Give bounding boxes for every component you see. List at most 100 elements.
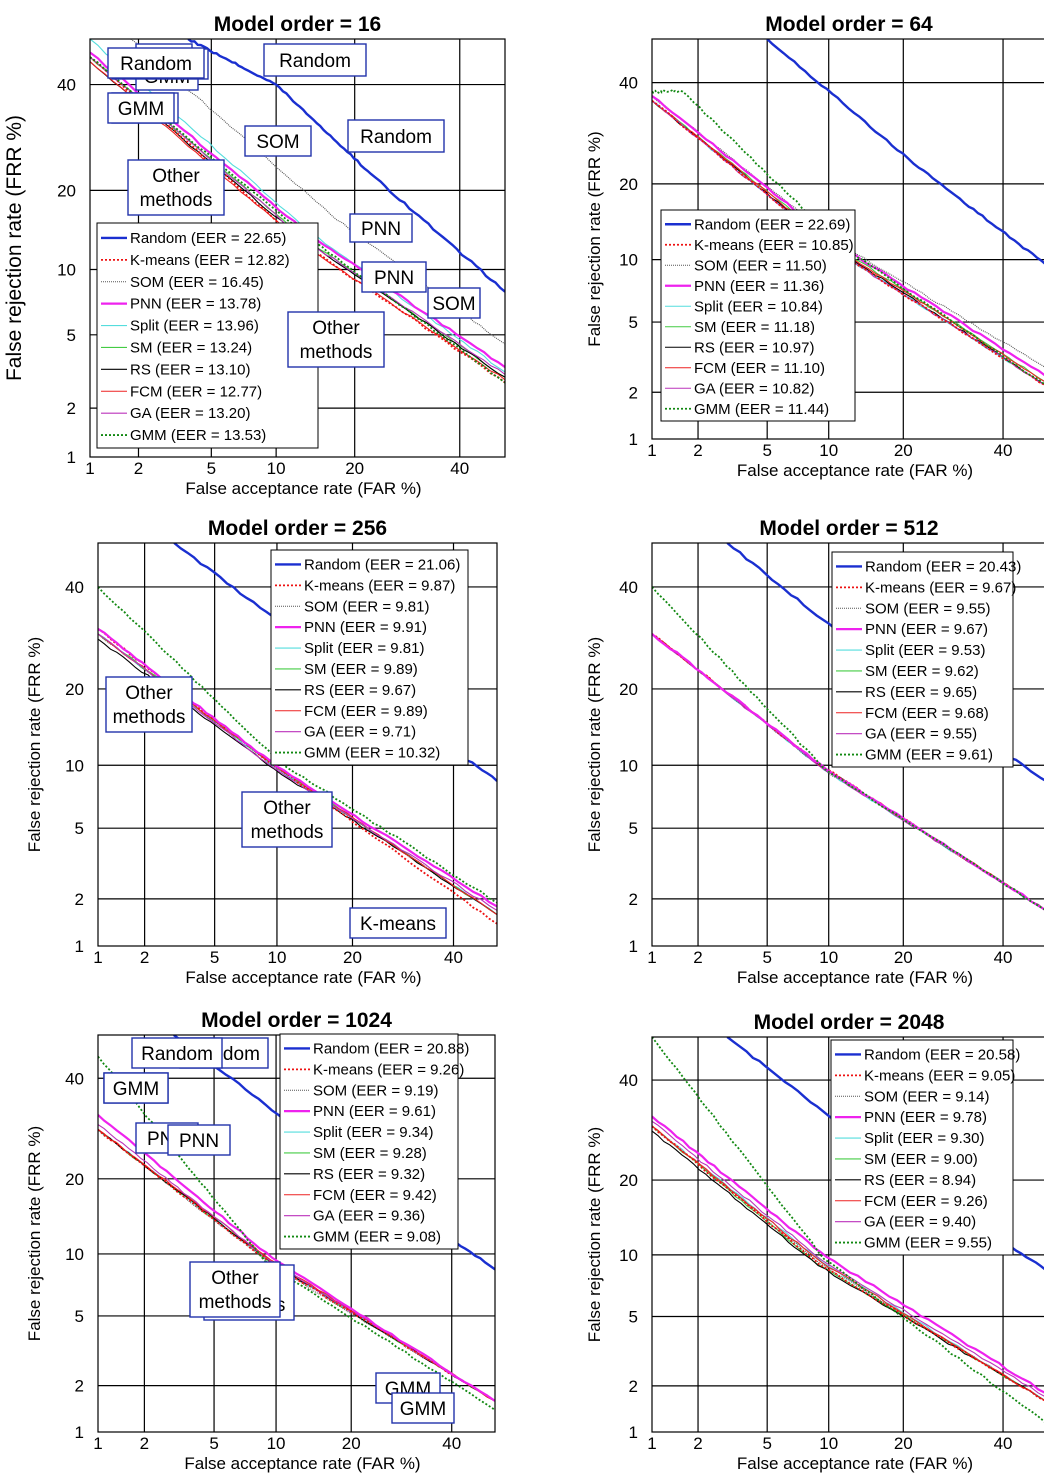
x-tick-label: 40 (442, 1434, 461, 1453)
x-tick-label: 40 (444, 948, 463, 967)
series-group (98, 1035, 495, 1411)
legend-label: Random (EER = 20.43) (865, 558, 1021, 575)
y-tick-label: 10 (619, 1246, 638, 1265)
legend-label: RS (EER = 13.10) (130, 361, 250, 378)
annotation-callout: Other methods (189, 1261, 281, 1318)
annotation-label: PNN (374, 268, 414, 289)
chart-panel: Model order = 64 1 2 5 10 20 40 1 2 5 10 20 40 False … (135, 0, 1044, 505)
annotation-label: methods (199, 1292, 272, 1313)
y-tick-label: 5 (67, 326, 76, 345)
y-tick-label: 10 (65, 1245, 84, 1264)
x-tick-label: 1 (85, 459, 94, 478)
y-tick-label: 2 (67, 399, 76, 418)
annotation-label: Random (279, 51, 351, 72)
annotation-callout: K-means (349, 907, 447, 939)
chart-title: Model order = 2048 (754, 1011, 945, 1034)
det-chart: Model order = 2048 1 2 5 10 20 40 1 2 5 10 20 40 Fals… (103, 1011, 1044, 1473)
legend-label: K-means (EER = 10.85) (694, 237, 854, 254)
x-axis-label: False acceptance rate (FAR %) (185, 479, 421, 498)
series-line-pnn (98, 1114, 495, 1402)
chart-panel: Model order = 2048 1 2 5 10 20 40 1 2 5 10 20 40 Fals… (103, 990, 1044, 1473)
x-tick-label: 2 (693, 1434, 702, 1453)
legend: Random (EER = 20.88) K-means (EER = 9.26)… (279, 1033, 469, 1250)
chart-title: Model order = 16 (214, 13, 381, 36)
y-tick-label: 20 (619, 680, 638, 699)
y-tick-label: 2 (75, 890, 84, 909)
series-line-gmm (652, 89, 1044, 386)
legend-label: FCM (EER = 9.89) (304, 703, 428, 720)
annotation-label: GMM (118, 99, 164, 120)
det-chart: Model order = 256 1 2 5 10 20 40 1 2 5 10 20 40 False… (25, 48, 498, 987)
x-tick-label: 10 (819, 1434, 838, 1453)
annotation-box (361, 261, 427, 293)
legend-label: Split (EER = 9.34) (313, 1124, 433, 1141)
det-chart: Model order = 16 1 2 5 10 20 40 1 2 5 10 20 40 False … (3, 13, 506, 498)
legend-label: RS (EER = 9.67) (304, 682, 416, 699)
x-axis-label: False acceptance rate (FAR %) (737, 1454, 973, 1473)
x-tick-label: 2 (693, 948, 702, 967)
y-tick-label: 40 (619, 578, 638, 597)
x-tick-label: 40 (994, 948, 1013, 967)
y-tick-label: 1 (67, 448, 76, 467)
legend-label: PNN (EER = 11.36) (694, 278, 824, 295)
chart-title: Model order = 1024 (201, 1009, 392, 1032)
x-tick-label: 5 (207, 459, 216, 478)
legend-label: Random (EER = 20.58) (864, 1046, 1020, 1063)
legend-label: K-means (EER = 12.82) (130, 252, 290, 269)
y-tick-label: 5 (75, 819, 84, 838)
annotation-box (427, 287, 481, 319)
annotation-label: PNN (179, 1131, 219, 1152)
annotation-label: GMM (400, 1399, 446, 1420)
annotation-label: Random (360, 127, 432, 148)
legend-label: Split (EER = 10.84) (694, 298, 823, 315)
legend-label: Split (EER = 9.81) (304, 640, 424, 657)
annotation-box (347, 119, 445, 153)
annotation-label: Other (125, 683, 173, 704)
x-tick-label: 10 (819, 441, 838, 460)
annotation-box (131, 1037, 223, 1069)
legend-label: PNN (EER = 13.78) (130, 296, 261, 313)
x-tick-label: 2 (140, 1434, 149, 1453)
annotation-label: Random (120, 54, 192, 75)
annotation-box (241, 791, 333, 848)
y-tick-label: 20 (619, 175, 638, 194)
x-tick-label: 2 (134, 459, 143, 478)
x-tick-label: 1 (93, 948, 102, 967)
legend-label: PNN (EER = 9.61) (313, 1103, 436, 1120)
y-axis-label: False rejection rate (FRR %) (585, 637, 604, 852)
legend-label: FCM (EER = 12.77) (130, 383, 262, 400)
annotation-callout: Other methods (127, 159, 225, 216)
chart-panel: Model order = 256 1 2 5 10 20 40 1 2 5 10 20 40 False… (0, 48, 510, 988)
legend-label: RS (EER = 8.94) (864, 1172, 976, 1189)
annotation-callout: PNN (167, 1124, 231, 1156)
y-tick-label: 10 (619, 756, 638, 775)
annotation-label: Random (141, 1044, 213, 1065)
annotation-callout: GMM (107, 92, 175, 124)
x-tick-label: 10 (267, 1434, 286, 1453)
annotation-callout: Random (347, 119, 445, 153)
plot-frame (89, 38, 506, 458)
det-chart: Model order = 512 1 2 5 10 20 40 1 2 5 10 20 40 False… (105, 47, 1044, 987)
legend-label: GMM (EER = 11.44) (694, 401, 829, 418)
y-tick-label: 40 (619, 1071, 638, 1090)
legend: Random (EER = 20.43) K-means (EER = 9.67)… (831, 551, 1021, 768)
legend-label: Random (EER = 20.88) (313, 1040, 469, 1057)
legend-label: RS (EER = 9.65) (865, 684, 977, 701)
y-tick-label: 2 (629, 890, 638, 909)
y-tick-label: 10 (619, 251, 638, 270)
series-group (652, 1037, 1044, 1423)
legend-label: SM (EER = 9.62) (865, 663, 979, 680)
annotation-label: methods (251, 822, 324, 843)
legend-label: K-means (EER = 9.26) (313, 1061, 464, 1078)
plot-frame (97, 542, 498, 947)
x-axis-label: False acceptance rate (FAR %) (184, 1454, 420, 1473)
x-tick-label: 10 (267, 948, 286, 967)
x-tick-label: 40 (994, 1434, 1013, 1453)
y-tick-label: 20 (65, 680, 84, 699)
legend-label: Split (EER = 9.53) (865, 642, 985, 659)
y-tick-label: 5 (629, 819, 638, 838)
legend-label: SM (EER = 11.18) (694, 319, 815, 336)
y-axis-label: False rejection rate (FRR %) (25, 1126, 44, 1341)
legend-label: SM (EER = 9.28) (313, 1145, 427, 1162)
x-tick-label: 1 (93, 1434, 102, 1453)
